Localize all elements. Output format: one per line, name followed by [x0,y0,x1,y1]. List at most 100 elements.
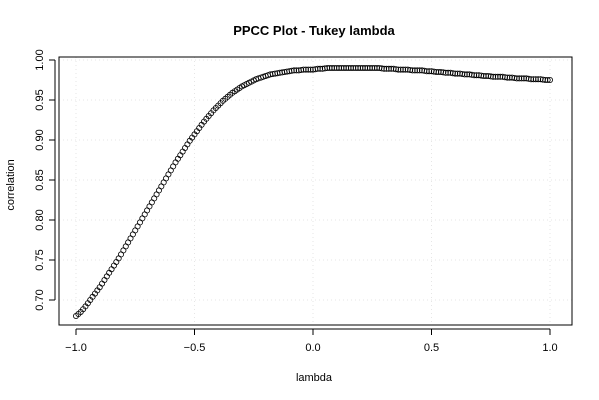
y-tick-label: 0.85 [34,169,46,190]
x-tick-label: −0.5 [184,342,206,354]
data-point [433,69,440,76]
data-point [516,75,523,82]
data-point [544,77,551,84]
data-point [459,71,466,78]
data-point [369,65,376,72]
data-point [298,67,305,74]
data-point [483,73,490,80]
data-point [381,65,388,72]
data-point [452,70,459,77]
data-point [490,73,497,80]
data-point [520,75,527,82]
data-point [478,72,485,79]
data-point [317,65,324,72]
data-point [293,67,300,74]
x-tick-label: 0.0 [305,342,320,354]
data-point [392,66,399,73]
data-point [414,67,421,74]
data-point [454,70,461,77]
x-tick-label: −1.0 [65,342,87,354]
data-point [506,74,513,81]
data-point [336,65,343,72]
data-point [411,67,418,74]
data-point [461,71,468,78]
data-point [343,65,350,72]
y-axis-label: correlation [5,159,17,210]
data-point [511,75,518,82]
data-point [421,67,428,74]
data-point [442,69,449,76]
data-point [371,65,378,72]
data-point [492,73,499,80]
data-point [291,67,298,74]
axes: −1.0 −0.5 0.0 0.5 1.0 0.70 0.75 0.80 0.85 0.90 0.9… [34,49,573,354]
data-point [539,76,546,83]
data-point [501,74,508,81]
data-point [445,69,452,76]
data-point [302,66,309,73]
data-point [312,66,319,73]
data-point [525,75,532,82]
y-tick-label: 0.95 [34,89,46,110]
data-point [362,65,369,72]
data-point [357,65,364,72]
data-point [494,73,501,80]
data-point [530,76,537,83]
data-point [385,65,392,72]
grid-lines [59,57,572,325]
data-point [416,67,423,74]
data-point [430,68,437,75]
data-point [435,69,442,76]
data-point [324,65,331,72]
x-axis-label: lambda [296,372,333,384]
data-point [355,65,362,72]
data-points [73,65,554,319]
plot-border [58,56,573,326]
data-point [373,65,380,72]
data-point [395,66,402,73]
data-point [400,66,407,73]
data-point [378,65,385,72]
data-point [497,73,504,80]
x-tick-label: 1.0 [542,342,557,354]
data-point [473,72,480,79]
y-tick-label: 0.70 [34,289,46,310]
data-point [518,75,525,82]
data-point [464,71,471,78]
data-point [547,77,554,84]
data-point [513,75,520,82]
data-point [487,73,494,80]
data-point [468,71,475,78]
data-point [340,65,347,72]
data-point [426,68,433,75]
data-point [542,77,549,84]
data-point [333,65,340,72]
data-point [409,67,416,74]
data-point [300,66,307,73]
data-point [326,65,333,72]
data-point [383,65,390,72]
data-point [471,72,478,79]
y-tick-label: 0.80 [34,209,46,230]
data-point [532,76,539,83]
data-point [528,76,535,83]
data-point [347,65,354,72]
data-point [314,65,321,72]
data-point [449,70,456,77]
data-point [307,66,314,73]
data-point [388,65,395,72]
data-point [331,65,338,72]
data-point [397,66,404,73]
y-tick-label: 1.00 [34,49,46,70]
data-point [288,67,295,74]
data-point [350,65,357,72]
data-point [321,65,328,72]
y-tick-label: 0.90 [34,129,46,150]
data-point [535,76,542,83]
data-point [423,68,430,75]
data-point [364,65,371,72]
data-point [345,65,352,72]
data-point [366,65,373,72]
